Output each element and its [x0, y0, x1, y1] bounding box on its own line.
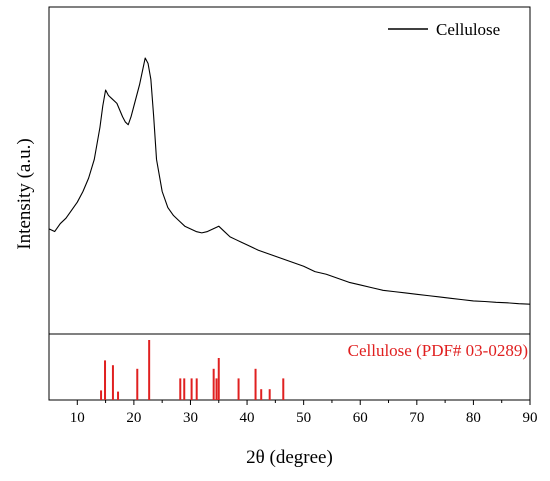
x-tick-label: 90: [523, 410, 538, 426]
pattern-panel-frame: [48, 6, 531, 335]
legend-entry: Cellulose: [436, 20, 500, 39]
reference-panel-frame: [48, 333, 531, 401]
x-tick-label: 70: [409, 410, 424, 426]
x-tick-label: 10: [70, 410, 85, 426]
reference-label: Cellulose (PDF# 03-0289): [348, 341, 528, 360]
x-tick-label: 30: [183, 410, 198, 426]
x-tick-label: 40: [240, 410, 255, 426]
x-tick-label: 20: [126, 410, 141, 426]
series-line-0: [48, 57, 531, 305]
x-tick-label: 50: [296, 410, 311, 426]
legend: Cellulose: [388, 20, 500, 39]
x-axis-label: 2θ (degree): [246, 447, 333, 468]
top-plot-area: [48, 57, 531, 305]
x-axis: 10 20 30 40 50 60 70 80 90: [70, 400, 538, 426]
x-tick-label: 80: [466, 410, 481, 426]
x-tick-label: 60: [353, 410, 368, 426]
y-axis-label: Intensity (a.u.): [14, 138, 35, 249]
bottom-plot-area: [100, 340, 285, 400]
